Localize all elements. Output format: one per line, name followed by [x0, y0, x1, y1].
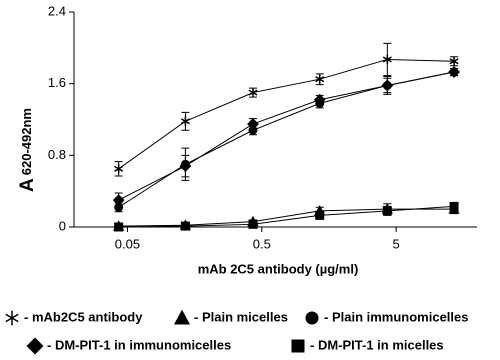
legend-label: - DM-PIT-1 in immunomicelles: [47, 337, 231, 352]
data-point: [248, 87, 258, 98]
data-point: [448, 66, 460, 78]
data-point: [114, 163, 124, 174]
y-axis-label: A 620-492nm: [17, 108, 38, 192]
legend-label: - DM-PIT-1 in micelles: [310, 337, 444, 352]
data-point: [382, 54, 392, 65]
x-tick-label: 0.05: [115, 236, 140, 251]
series-line: [118, 71, 455, 208]
data-point: [313, 93, 326, 106]
data-point: [247, 118, 259, 130]
legend-marker: [291, 339, 305, 353]
series-line: [118, 58, 455, 170]
legend-label: - Plain immunomicelles: [324, 309, 469, 324]
y-tick-label: 1.6: [48, 75, 66, 90]
data-point: [180, 116, 190, 127]
x-tick-label: 0.5: [253, 236, 271, 251]
y-tick-label: 0: [59, 218, 66, 233]
y-tick-label: 2.4: [48, 3, 66, 18]
legend-label: - mAb2C5 antibody: [24, 309, 143, 324]
y-axis-label-sub: 620-492nm: [19, 108, 34, 175]
data-point: [382, 206, 392, 216]
x-axis-label: mAb 2C5 antibody (µg/ml): [198, 261, 359, 276]
legend-marker: [173, 309, 191, 325]
data-point: [449, 56, 459, 67]
data-point: [179, 160, 192, 172]
legend-label: - Plain micelles: [194, 309, 288, 324]
legend-marker: [305, 311, 319, 325]
data-point: [248, 219, 258, 229]
data-point: [112, 194, 125, 207]
data-point: [315, 74, 325, 84]
x-tick-label: 5: [393, 236, 400, 251]
series-line: [118, 205, 455, 228]
y-tick-label: 0.8: [48, 147, 66, 162]
data-point: [315, 210, 325, 220]
y-axis-label-main: A: [17, 178, 38, 192]
legend-marker: [5, 310, 19, 326]
data-point: [449, 201, 459, 211]
legend-marker: [26, 337, 44, 355]
data-point: [114, 222, 124, 232]
data-point: [381, 79, 394, 92]
series-line: [118, 208, 455, 227]
data-point: [180, 221, 190, 231]
series-line: [118, 71, 455, 201]
